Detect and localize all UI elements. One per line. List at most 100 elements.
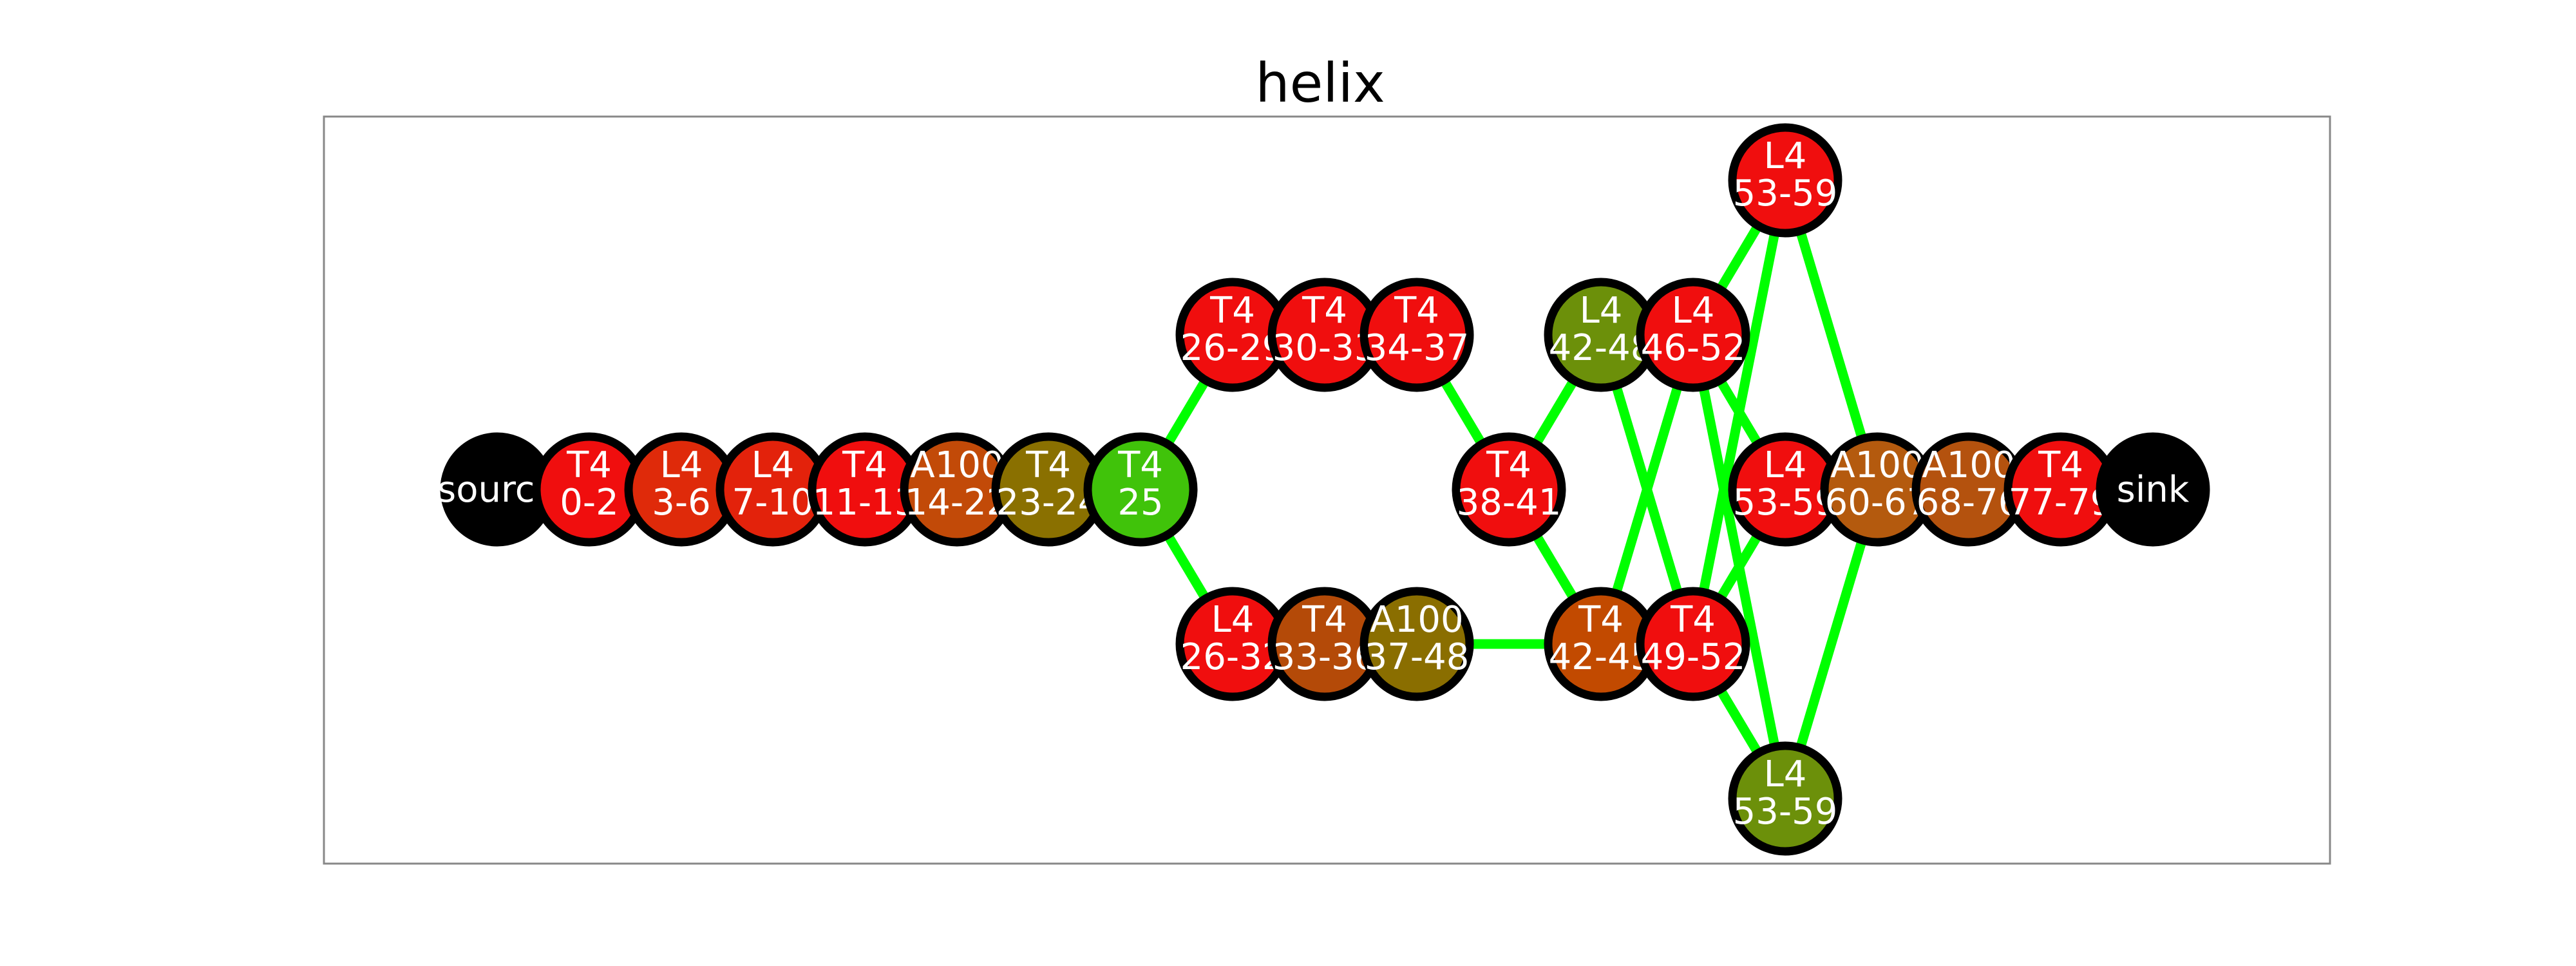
- node-label-line: 38-41: [1457, 482, 1562, 524]
- node-n7: T4 25: [1083, 432, 1198, 547]
- node-label-n5: A100 14-22: [905, 444, 1010, 524]
- node-label-line: L4: [1580, 290, 1623, 332]
- node-label-line: L4: [1764, 135, 1807, 177]
- node-label-line: L4: [660, 444, 703, 486]
- node-n13: A100 37-48: [1359, 587, 1474, 701]
- node-label-line: 26-29: [1180, 327, 1285, 369]
- node-label-line: 3-6: [652, 482, 710, 524]
- node-n17: T4 42-45: [1544, 587, 1658, 701]
- node-circle-n16: [1636, 278, 1750, 392]
- node-label-line: T4: [1302, 599, 1347, 641]
- node-label-n18: T4 49-52: [1641, 599, 1746, 678]
- node-circle-n14: [1452, 432, 1566, 547]
- node-label-line: 11-13: [813, 482, 918, 524]
- node-label-line: 26-32: [1180, 636, 1285, 678]
- node-label-n7: T4 25: [1117, 444, 1164, 524]
- node-n21: L4 53-59: [1728, 741, 1842, 856]
- node-label-line: T4: [1486, 444, 1531, 486]
- node-label-line: 23-24: [996, 482, 1101, 524]
- node-label-line: T4: [1117, 444, 1163, 486]
- node-circle-n18: [1636, 587, 1750, 701]
- node-label-line: 68-76: [1917, 482, 2022, 524]
- node-circle-n7: [1083, 432, 1198, 547]
- node-label-line: L4: [752, 444, 795, 486]
- node-label-line: A100: [1830, 444, 1924, 486]
- node-label-line: sink: [2117, 469, 2190, 511]
- node-label-n4: T4 11-13: [813, 444, 918, 524]
- node-label-line: A100: [910, 444, 1003, 486]
- node-label-sink: sink: [2117, 469, 2190, 511]
- node-label-n17: T4 42-45: [1549, 599, 1654, 678]
- node-n2: L4 3-6: [624, 432, 739, 547]
- node-circle-n13: [1359, 587, 1474, 701]
- node-label-n20: L4 53-59: [1733, 444, 1838, 524]
- node-label-n21: L4 53-59: [1733, 753, 1838, 833]
- node-label-line: T4: [1394, 290, 1439, 332]
- node-label-line: L4: [1211, 599, 1255, 641]
- node-label-line: 77-79: [2009, 482, 2114, 524]
- node-label-line: T4: [1302, 290, 1347, 332]
- plot-frame: [323, 115, 2331, 865]
- node-label-line: L4: [1764, 444, 1807, 486]
- node-n18: T4 49-52: [1636, 587, 1750, 701]
- node-label-line: 7-10: [732, 482, 813, 524]
- node-label-line: A100: [1370, 599, 1463, 641]
- node-label-line: 46-52: [1641, 327, 1746, 369]
- node-label-line: 53-59: [1733, 482, 1838, 524]
- node-label-line: 53-59: [1733, 173, 1838, 214]
- node-label-line: 30-33: [1273, 327, 1378, 369]
- node-label-line: L4: [1672, 290, 1715, 332]
- node-label-line: 0-2: [560, 482, 618, 524]
- node-label-line: T4: [1670, 599, 1716, 641]
- node-n16: L4 46-52: [1636, 278, 1750, 392]
- node-label-n10: T4 34-37: [1365, 290, 1470, 369]
- node-label-line: T4: [1025, 444, 1071, 486]
- node-label-n19: L4 53-59: [1733, 135, 1838, 214]
- node-label-n3: L4 7-10: [732, 444, 813, 524]
- node-label-line: A100: [1922, 444, 2015, 486]
- node-n5: A100 14-22: [900, 432, 1014, 547]
- node-label-line: 49-52: [1641, 636, 1746, 678]
- node-label-line: T4: [1209, 290, 1255, 332]
- node-label-n22: A100 60-67: [1825, 444, 1930, 524]
- node-label-line: 53-59: [1733, 791, 1838, 833]
- node-label-line: T4: [2038, 444, 2083, 486]
- node-label-line: T4: [842, 444, 887, 486]
- node-label-line: 33-36: [1273, 636, 1378, 678]
- node-label-line: 25: [1117, 482, 1163, 524]
- node-n14: T4 38-41: [1452, 432, 1566, 547]
- node-label-n24: T4 77-79: [2009, 444, 2114, 524]
- node-n12: T4 33-36: [1267, 587, 1382, 701]
- node-circle-n10: [1359, 278, 1474, 392]
- node-n8: T4 26-29: [1175, 278, 1290, 392]
- node-label-n6: T4 23-24: [996, 444, 1101, 524]
- node-label-n16: L4 46-52: [1641, 290, 1746, 369]
- node-label-n12: T4 33-36: [1273, 599, 1378, 678]
- node-circle-n19: [1728, 123, 1842, 238]
- node-circle-sink: [2096, 432, 2210, 547]
- node-label-n1: T4 0-2: [560, 444, 618, 524]
- node-label-line: 34-37: [1365, 327, 1470, 369]
- node-n6: T4 23-24: [991, 432, 1106, 547]
- node-label-n15: L4 42-48: [1549, 290, 1654, 369]
- node-label-line: T4: [1578, 599, 1624, 641]
- node-n19: L4 53-59: [1728, 123, 1842, 238]
- node-label-line: 42-48: [1549, 327, 1654, 369]
- node-n4: T4 11-13: [808, 432, 922, 547]
- node-label-n11: L4 26-32: [1180, 599, 1285, 678]
- node-label-line: 42-45: [1549, 636, 1654, 678]
- node-label-n9: T4 30-33: [1273, 290, 1378, 369]
- diagram-title: helix: [1255, 52, 1385, 115]
- node-sink: sink: [2096, 432, 2210, 547]
- node-label-line: L4: [1764, 753, 1807, 795]
- node-label-n23: A100 68-76: [1917, 444, 2022, 524]
- node-circle-n21: [1728, 741, 1842, 856]
- node-n15: L4 42-48: [1544, 278, 1658, 392]
- node-label-n13: A100 37-48: [1365, 599, 1470, 678]
- node-n3: L4 7-10: [715, 432, 830, 547]
- edge-n18-n19: [1688, 179, 1790, 645]
- node-label-n8: T4 26-29: [1180, 290, 1285, 369]
- node-n1: T4 0-2: [532, 432, 647, 547]
